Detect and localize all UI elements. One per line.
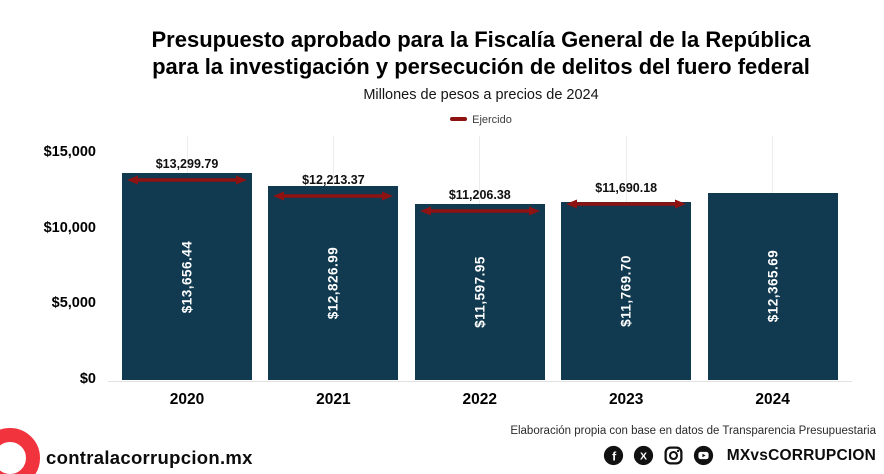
x-axis-tick: 2022 xyxy=(462,391,498,408)
gridline xyxy=(332,136,334,186)
x-axis-baseline xyxy=(108,381,852,382)
instagram-icon xyxy=(663,445,684,466)
gridline xyxy=(479,136,481,205)
bar xyxy=(561,201,692,380)
gridline xyxy=(186,136,188,174)
bar-value-label: $12,365.69 xyxy=(765,250,781,323)
x-axis-tick: 2020 xyxy=(169,391,205,408)
social-row: f X MXvsCORRUPCION xyxy=(603,445,876,466)
ejercido-value-label: $11,690.18 xyxy=(595,181,658,196)
legend: Ejercido xyxy=(78,114,884,126)
x-icon: X xyxy=(633,445,654,466)
svg-text:f: f xyxy=(612,449,617,463)
chart-title: Presupuesto aprobado para la Fiscalía Ge… xyxy=(78,26,884,80)
y-axis-tick: $5,000 xyxy=(51,295,96,312)
x-axis-tick: 2021 xyxy=(316,391,351,408)
ejercido-marker-icon xyxy=(272,189,394,201)
bar-value-label: $12,826.99 xyxy=(325,246,341,320)
bar xyxy=(268,185,399,380)
chart-title-line2: para la investigación y persecución de d… xyxy=(152,54,810,79)
bar xyxy=(414,204,545,380)
gridline xyxy=(772,136,774,193)
x-axis-tick: 2023 xyxy=(608,391,644,408)
y-axis-tick: $0 xyxy=(79,371,96,387)
ejercido-value-label: $13,299.79 xyxy=(155,156,219,171)
legend-label: Ejercido xyxy=(472,114,512,126)
youtube-icon xyxy=(693,445,714,466)
y-axis-tick: $15,000 xyxy=(43,144,96,160)
ejercido-value-label: $11,206.38 xyxy=(448,188,511,203)
source-note: Elaboración propia con base en datos de … xyxy=(510,425,876,437)
legend-dash-icon xyxy=(450,117,468,122)
chart-header: Presupuesto aprobado para la Fiscalía Ge… xyxy=(78,26,884,126)
chart-title-line1: Presupuesto aprobado para la Fiscalía Ge… xyxy=(151,27,811,52)
chart-subtitle: Millones de pesos a precios de 2024 xyxy=(363,87,599,103)
svg-text:X: X xyxy=(640,450,647,462)
ejercido-value-label: $12,213.37 xyxy=(302,173,365,188)
gridline xyxy=(625,136,627,202)
bar-value-label: $11,597.95 xyxy=(472,256,488,329)
facebook-icon: f xyxy=(603,445,624,466)
bar-value-label: $13,656.44 xyxy=(179,240,195,313)
x-axis-tick: 2024 xyxy=(755,391,790,408)
bar xyxy=(707,192,838,380)
ejercido-marker-icon xyxy=(419,204,541,216)
bar xyxy=(122,173,252,380)
ejercido-marker-icon xyxy=(126,173,248,185)
y-axis-tick: $10,000 xyxy=(43,219,96,236)
social-handle: MXvsCORRUPCION xyxy=(726,446,876,464)
ejercido-marker-icon xyxy=(565,197,687,209)
bar-value-label: $11,769.70 xyxy=(618,255,634,327)
site-name: contralacorrupcion.mx xyxy=(46,447,253,468)
